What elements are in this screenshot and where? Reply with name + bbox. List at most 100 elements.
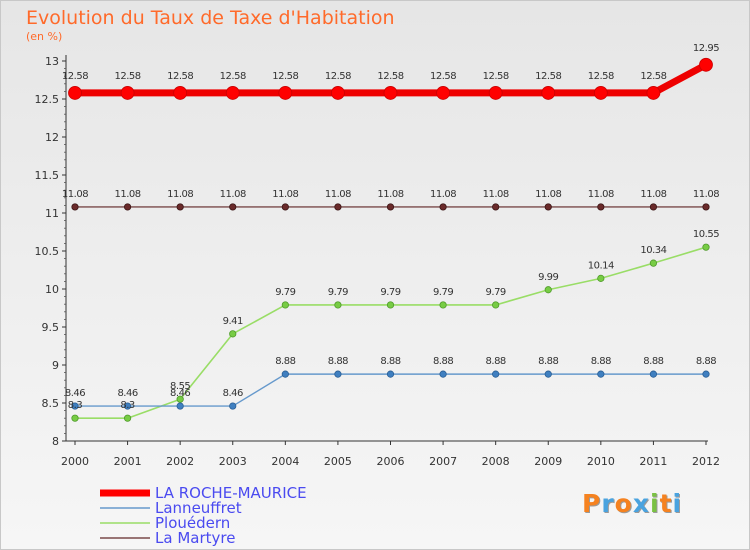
data-label: 8.88 (275, 356, 295, 367)
data-point (597, 203, 605, 211)
data-point (492, 301, 500, 309)
x-tick-label: 2005 (324, 455, 352, 468)
data-point (176, 402, 184, 410)
data-label: 10.55 (693, 229, 719, 240)
data-point (436, 86, 450, 100)
data-point (439, 203, 447, 211)
data-point (71, 414, 79, 422)
data-point (123, 402, 132, 410)
data-label: 11.08 (325, 189, 351, 200)
y-tick-label: 10.5 (35, 245, 60, 258)
data-point (544, 370, 552, 378)
y-tick-label: 11.5 (35, 169, 60, 182)
data-label: 11.08 (115, 189, 141, 200)
data-label: 11.08 (483, 189, 509, 200)
data-point (334, 203, 342, 211)
y-tick-label: 8.5 (42, 397, 60, 410)
data-point (597, 274, 605, 282)
data-point (71, 203, 79, 211)
data-label: 12.58 (62, 71, 88, 82)
legend-label: La Martyre (155, 529, 235, 547)
data-point (281, 370, 289, 378)
data-label: 12.58 (220, 71, 246, 82)
data-point (544, 286, 552, 294)
data-point (229, 402, 237, 410)
data-label: 10.34 (640, 245, 666, 256)
data-point (278, 86, 293, 100)
data-label: 10.14 (588, 260, 614, 271)
y-tick-label: 8 (52, 435, 59, 448)
data-point (71, 402, 79, 410)
data-point (386, 370, 395, 378)
data-label: 8.55 (170, 381, 190, 392)
data-label: 11.08 (588, 189, 614, 200)
data-label: 11.08 (430, 189, 456, 200)
data-label: 12.58 (115, 71, 141, 82)
data-point (544, 203, 552, 211)
data-label: 9.79 (486, 287, 506, 298)
data-point (68, 86, 82, 100)
data-label: 11.08 (535, 189, 561, 200)
data-point (334, 301, 342, 309)
data-label: 8.88 (538, 356, 558, 367)
data-label: 8.46 (65, 388, 85, 399)
data-point (649, 370, 658, 378)
data-point (123, 203, 132, 211)
x-tick-label: 2011 (639, 455, 667, 468)
data-point (492, 370, 500, 378)
data-label: 9.79 (433, 287, 453, 298)
data-point (334, 370, 342, 378)
x-tick-label: 2012 (692, 455, 720, 468)
data-label: 8.46 (117, 388, 137, 399)
data-point (702, 203, 710, 211)
data-point (386, 301, 395, 309)
x-tick-label: 2000 (61, 455, 89, 468)
legend-label: Plouédern (155, 514, 230, 532)
data-label: 12.58 (167, 71, 193, 82)
data-point (331, 86, 345, 100)
data-point (386, 203, 395, 211)
data-point (593, 86, 608, 100)
data-label: 9.41 (223, 316, 243, 327)
logo-letter: x (632, 489, 650, 518)
series-layer (68, 57, 713, 422)
data-label: 8.88 (591, 356, 611, 367)
data-point (488, 86, 503, 100)
data-point (492, 203, 500, 211)
data-label: 8.88 (328, 356, 348, 367)
data-label: 9.79 (275, 287, 295, 298)
series-3 (71, 203, 710, 211)
data-point (649, 203, 658, 211)
data-point (229, 203, 237, 211)
data-point (176, 203, 184, 211)
y-tick-label: 12.5 (35, 93, 60, 106)
data-point (702, 243, 710, 251)
data-label: 11.08 (640, 189, 666, 200)
axes: 8 8.5 9 9.5 10 10.5 11 11.5 12 12.5 13 2000 2001 2002… (35, 55, 720, 468)
data-label: 12.58 (377, 71, 403, 82)
legend-label: Lanneuffret (155, 499, 242, 517)
data-label: 8.3 (68, 400, 83, 411)
x-tick-label: 2007 (429, 455, 457, 468)
data-point (229, 330, 237, 338)
series-1 (71, 370, 710, 410)
data-point (597, 370, 605, 378)
data-point (176, 395, 184, 403)
chart-subtitle: (en %) (26, 30, 62, 43)
y-tick-label: 13 (45, 55, 59, 68)
data-label: 8.88 (643, 356, 663, 367)
x-tick-label: 2003 (219, 455, 247, 468)
data-label: 8.46 (170, 388, 190, 399)
x-tick-label: 2010 (587, 455, 615, 468)
data-point (702, 370, 710, 378)
data-point (383, 86, 398, 100)
data-label: 12.58 (483, 71, 509, 82)
data-label: 8.46 (223, 388, 243, 399)
data-label: 12.95 (693, 43, 719, 54)
data-label: 12.58 (640, 71, 666, 82)
data-label: 12.58 (430, 71, 456, 82)
y-tick-label: 9 (52, 359, 59, 372)
data-label: 11.08 (167, 189, 193, 200)
